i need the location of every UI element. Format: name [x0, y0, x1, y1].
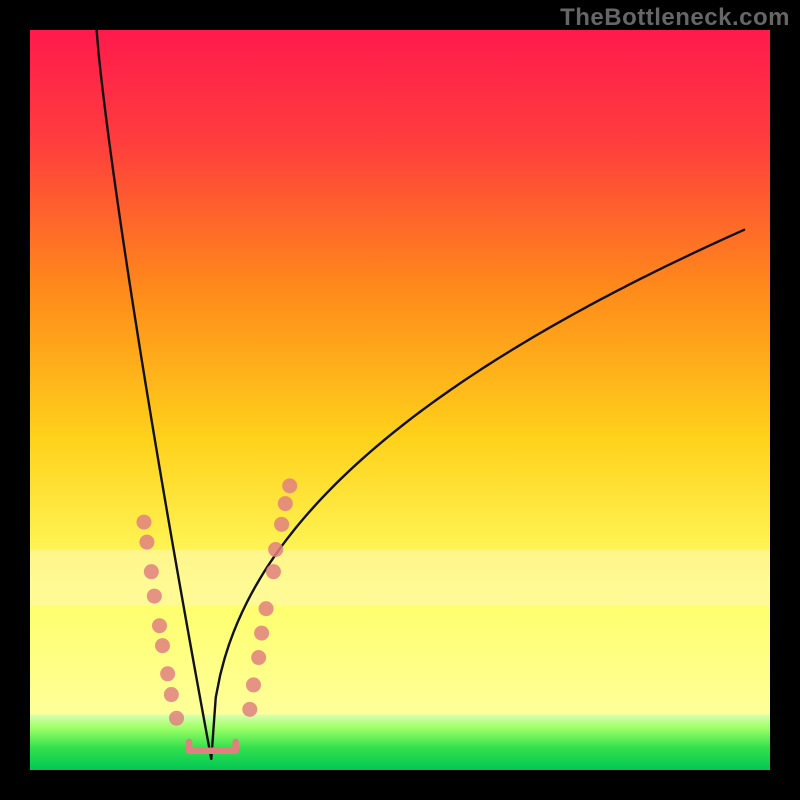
- chart-frame: TheBottleneck.com: [0, 0, 800, 800]
- bottleneck-chart: [0, 0, 800, 800]
- watermark-text: TheBottleneck.com: [560, 4, 790, 32]
